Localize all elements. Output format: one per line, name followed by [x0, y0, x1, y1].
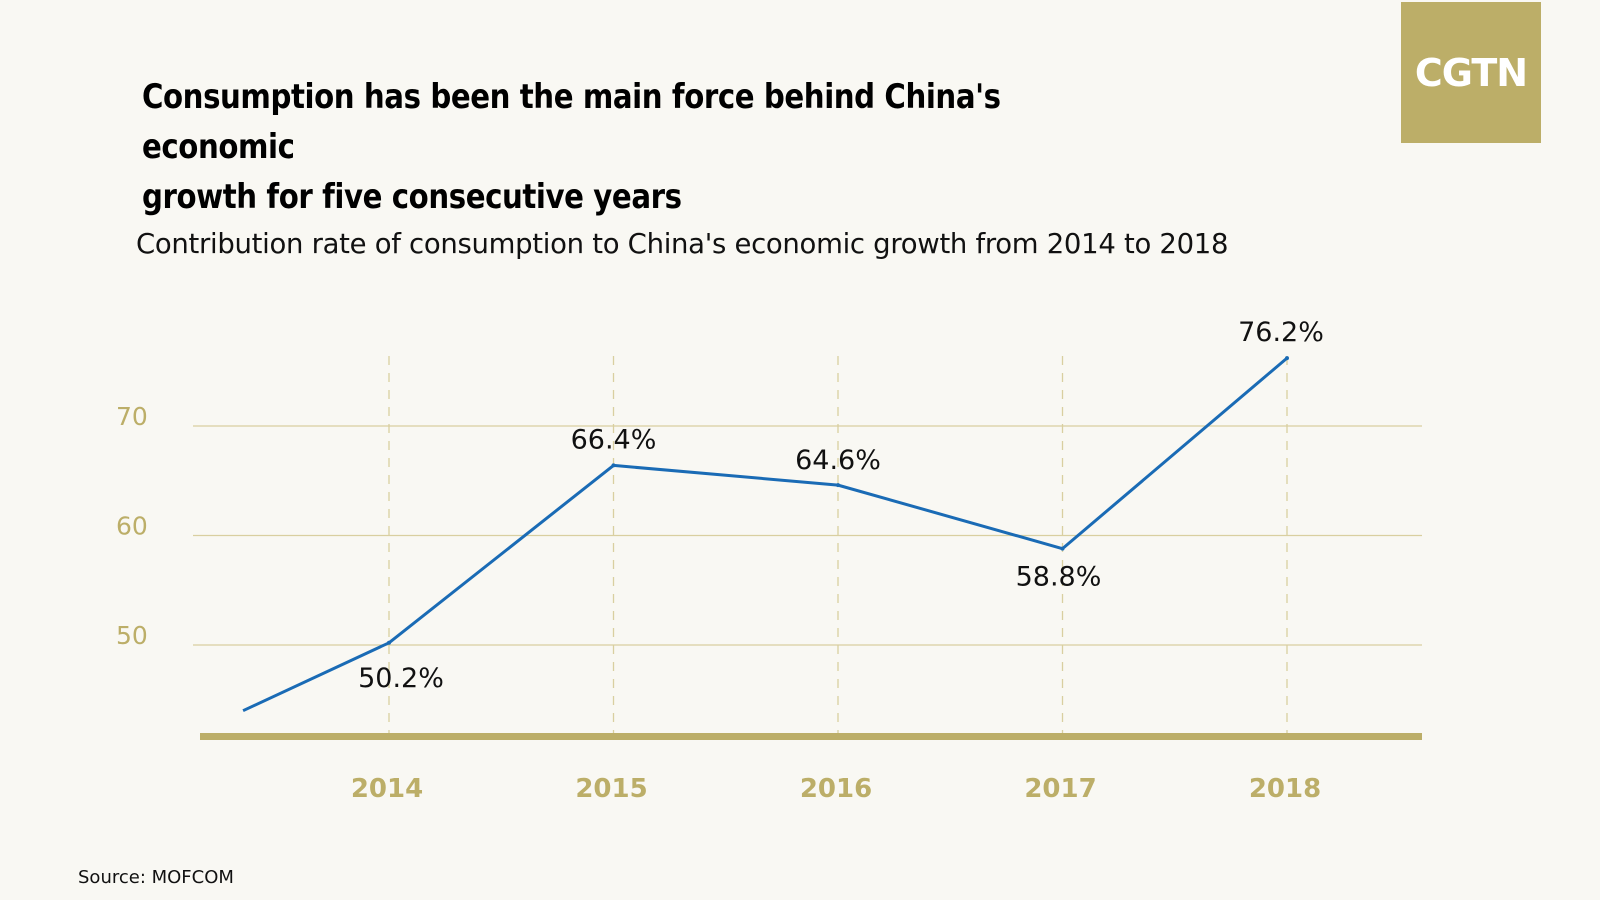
x-tick-label-2017: 2017: [1024, 774, 1096, 804]
title-line-2: growth for five consecutive years: [142, 177, 682, 217]
cgtn-logo: CGTN: [1401, 2, 1541, 143]
x-tick-label-2015: 2015: [575, 774, 647, 804]
source-note: Source: MOFCOM: [78, 867, 234, 888]
data-point-2017: [1060, 546, 1065, 551]
x-tick-label-2016: 2016: [800, 774, 872, 804]
title-line-1: Consumption has been the main force behi…: [142, 77, 1001, 167]
series-line: [242, 356, 1288, 713]
y-tick-label-60: 60: [116, 512, 148, 541]
data-label-2015: 66.4%: [571, 424, 657, 455]
data-point-2014: [387, 640, 391, 645]
data-label-2018: 76.2%: [1238, 317, 1324, 348]
data-label-2014: 50.2%: [358, 663, 444, 694]
x-tick-label-2014: 2014: [351, 774, 423, 804]
y-tick-label-70: 70: [116, 402, 148, 431]
data-point-2016: [836, 483, 840, 488]
chart-subtitle: Contribution rate of consumption to Chin…: [136, 228, 1229, 260]
page-title: Consumption has been the main force behi…: [142, 72, 1088, 222]
data-label-2017: 58.8%: [1016, 562, 1102, 593]
x-tick-label-2018: 2018: [1249, 774, 1321, 804]
cgtn-logo-text: CGTN: [1414, 50, 1528, 95]
data-label-2016: 64.6%: [795, 445, 881, 476]
y-tick-label-50: 50: [116, 621, 148, 650]
data-point-2015: [611, 463, 616, 468]
x-axis-baseline: [200, 733, 1422, 740]
data-point-2018: [1285, 356, 1289, 361]
